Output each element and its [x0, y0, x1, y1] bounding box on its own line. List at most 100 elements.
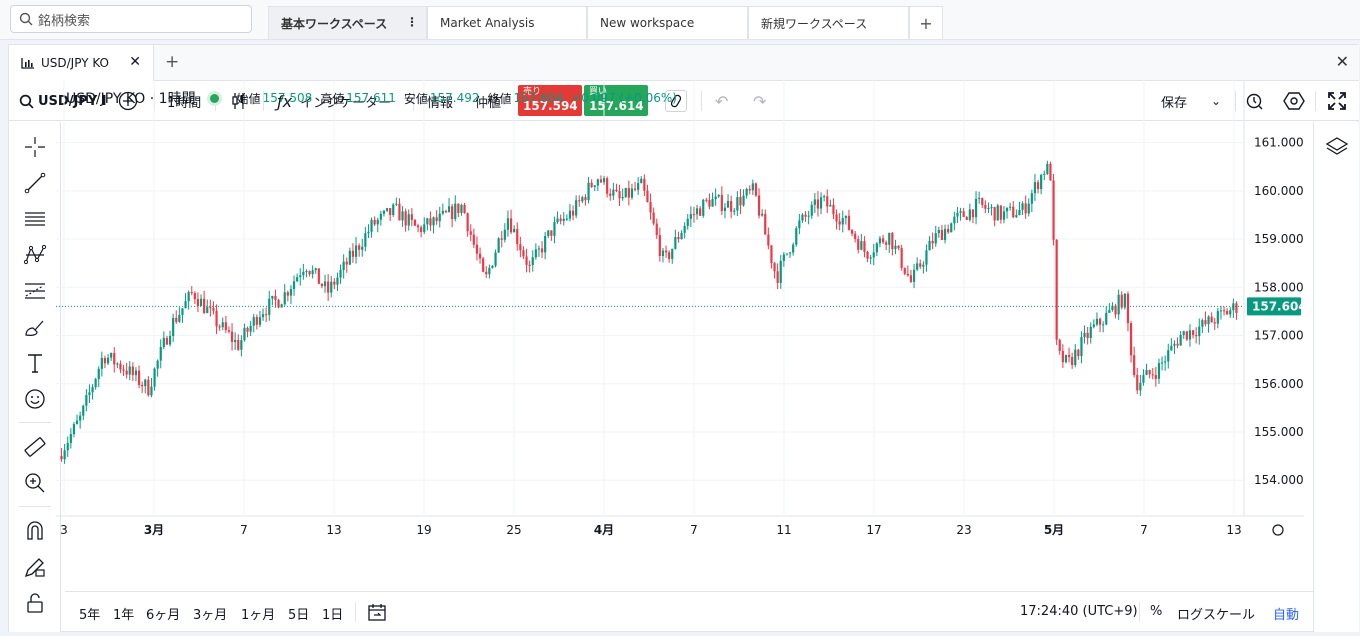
chart-tab-usdjpy[interactable]: USD/JPY KO ✕	[9, 45, 154, 81]
candle-body	[1139, 382, 1142, 391]
close-window-icon[interactable]: ✕	[1335, 52, 1349, 71]
link-icon	[670, 94, 682, 108]
range-1m[interactable]: 1ヶ月	[241, 608, 276, 623]
chart-canvas[interactable]: 161.000 160.000 159.000 158.000 157.000 156.0…	[56, 80, 1304, 544]
symbol-selector[interactable]: USD/JPY I	[19, 81, 107, 121]
timezone-clock[interactable]: 17:24:40 (UTC+9)	[1020, 604, 1138, 619]
save-button[interactable]: 保存	[1161, 81, 1187, 121]
goto-date-calendar-icon[interactable]	[367, 602, 387, 622]
workspace-tab-new-jp[interactable]: 新規ワークスペース	[748, 6, 909, 39]
buy-button[interactable]: 買い 157.614 ⌄	[584, 85, 648, 129]
chart-type-button[interactable]	[229, 81, 249, 121]
candle-body	[881, 238, 885, 243]
fullscreen-button[interactable]	[1327, 81, 1347, 121]
redo-icon[interactable]: ↷	[753, 91, 767, 111]
indicators-button[interactable]: ƒx インジケーター	[277, 81, 391, 121]
candle-body	[891, 232, 894, 250]
info-button[interactable]: 情報	[427, 95, 454, 111]
candle-body	[863, 241, 866, 252]
drawing-toolbar	[9, 122, 61, 632]
range-3m[interactable]: 3ヶ月	[193, 608, 228, 623]
layers-icon[interactable]	[1324, 134, 1350, 160]
candle-body	[1176, 343, 1179, 346]
magnet-icon[interactable]	[22, 518, 48, 544]
candle-body	[965, 216, 968, 220]
log-scale-toggle[interactable]: ログスケール	[1177, 608, 1256, 623]
candle-body	[571, 210, 575, 216]
candle-body	[950, 223, 953, 233]
fib-retracement-icon[interactable]	[22, 278, 48, 304]
candle-body	[686, 218, 689, 226]
time-tick-label: 13	[1226, 523, 1241, 537]
candle-body	[633, 188, 637, 190]
candle-body	[1188, 330, 1192, 340]
range-5y[interactable]: 5年	[79, 608, 101, 623]
candle-body	[206, 307, 209, 313]
auto-scale-toggle[interactable]: 自動	[1273, 608, 1300, 623]
candle-body	[389, 208, 392, 215]
candle-body	[801, 214, 804, 221]
legend-symbol: USD/JPY KO · 1時間	[66, 91, 196, 107]
workspace-tab-market-analysis[interactable]: Market Analysis	[427, 6, 587, 39]
link-button[interactable]	[665, 81, 687, 121]
sell-button[interactable]: 売り 157.594 ⌄	[518, 85, 582, 129]
candle-body	[850, 229, 854, 234]
candle-body	[1083, 332, 1086, 338]
trend-line-icon[interactable]	[22, 170, 48, 196]
zoom-in-icon[interactable]	[22, 470, 48, 496]
range-5d[interactable]: 5日	[288, 608, 310, 623]
range-1d[interactable]: 1日	[322, 608, 344, 623]
symbol-search-input[interactable]: 銘柄検索	[10, 5, 252, 33]
pattern-icon[interactable]	[22, 242, 48, 268]
candle-body	[1024, 203, 1027, 214]
candle-body	[1204, 320, 1207, 325]
candle-body	[643, 178, 646, 191]
brush-icon[interactable]	[22, 314, 48, 340]
save-menu-chevron-icon[interactable]: ⌄	[1211, 94, 1222, 108]
candle-body	[745, 189, 748, 196]
range-1y[interactable]: 1年	[113, 608, 135, 623]
emoji-icon[interactable]	[22, 386, 48, 412]
candle-body	[1210, 316, 1213, 323]
settings-button[interactable]	[1283, 81, 1305, 121]
add-workspace-button[interactable]: +	[909, 6, 943, 39]
unlock-icon[interactable]	[22, 590, 48, 616]
undo-icon[interactable]: ↶	[715, 91, 729, 111]
candle-body	[1043, 173, 1046, 175]
alert-button[interactable]	[1245, 81, 1265, 121]
candle-body	[482, 258, 485, 272]
candle-body	[829, 204, 832, 207]
percent-scale-toggle[interactable]: %	[1150, 604, 1163, 619]
candle-body	[240, 340, 243, 350]
candle-body	[63, 450, 66, 460]
candle-body	[754, 183, 758, 196]
candle-body	[624, 188, 627, 198]
candle-body	[612, 189, 615, 196]
ohlc-legend: USD/JPY KO · 1時間 始値 157.508 高値 157.611 安値 1…	[66, 88, 685, 108]
horizontal-lines-icon[interactable]	[22, 206, 48, 232]
candle-body	[522, 250, 525, 257]
lock-drawing-pencil-icon[interactable]	[22, 554, 48, 580]
mid-price-button[interactable]: 仲値	[475, 95, 502, 111]
text-icon[interactable]	[22, 350, 48, 376]
candle-body	[1009, 206, 1012, 208]
last-price-label: 157.604	[1252, 299, 1304, 313]
candle-body	[767, 234, 770, 246]
workspace-menu-icon[interactable]: ⋮	[406, 15, 418, 29]
workspace-tab-basic[interactable]: 基本ワークスペース ⋮	[268, 6, 427, 39]
range-6m[interactable]: 6ヶ月	[146, 608, 181, 623]
crosshair-icon[interactable]	[22, 134, 48, 160]
close-chart-tab-icon[interactable]: ✕	[129, 54, 141, 70]
workspace-tab-label: 新規ワークスペース	[761, 16, 868, 31]
add-chart-tab-button[interactable]: +	[165, 52, 180, 72]
workspace-tab-new-workspace[interactable]: New workspace	[587, 6, 748, 39]
price-chart[interactable]: 161.000 160.000 159.000 158.000 157.000 156.0…	[56, 80, 1304, 544]
candle-body	[590, 182, 593, 187]
candle-body	[497, 238, 500, 253]
candle-body	[761, 213, 764, 216]
ruler-icon[interactable]	[22, 434, 48, 460]
candle-body	[100, 357, 103, 369]
candle-body	[519, 244, 522, 251]
compare-symbol-button[interactable]	[118, 81, 138, 121]
interval-button[interactable]: 1時間	[167, 95, 202, 111]
